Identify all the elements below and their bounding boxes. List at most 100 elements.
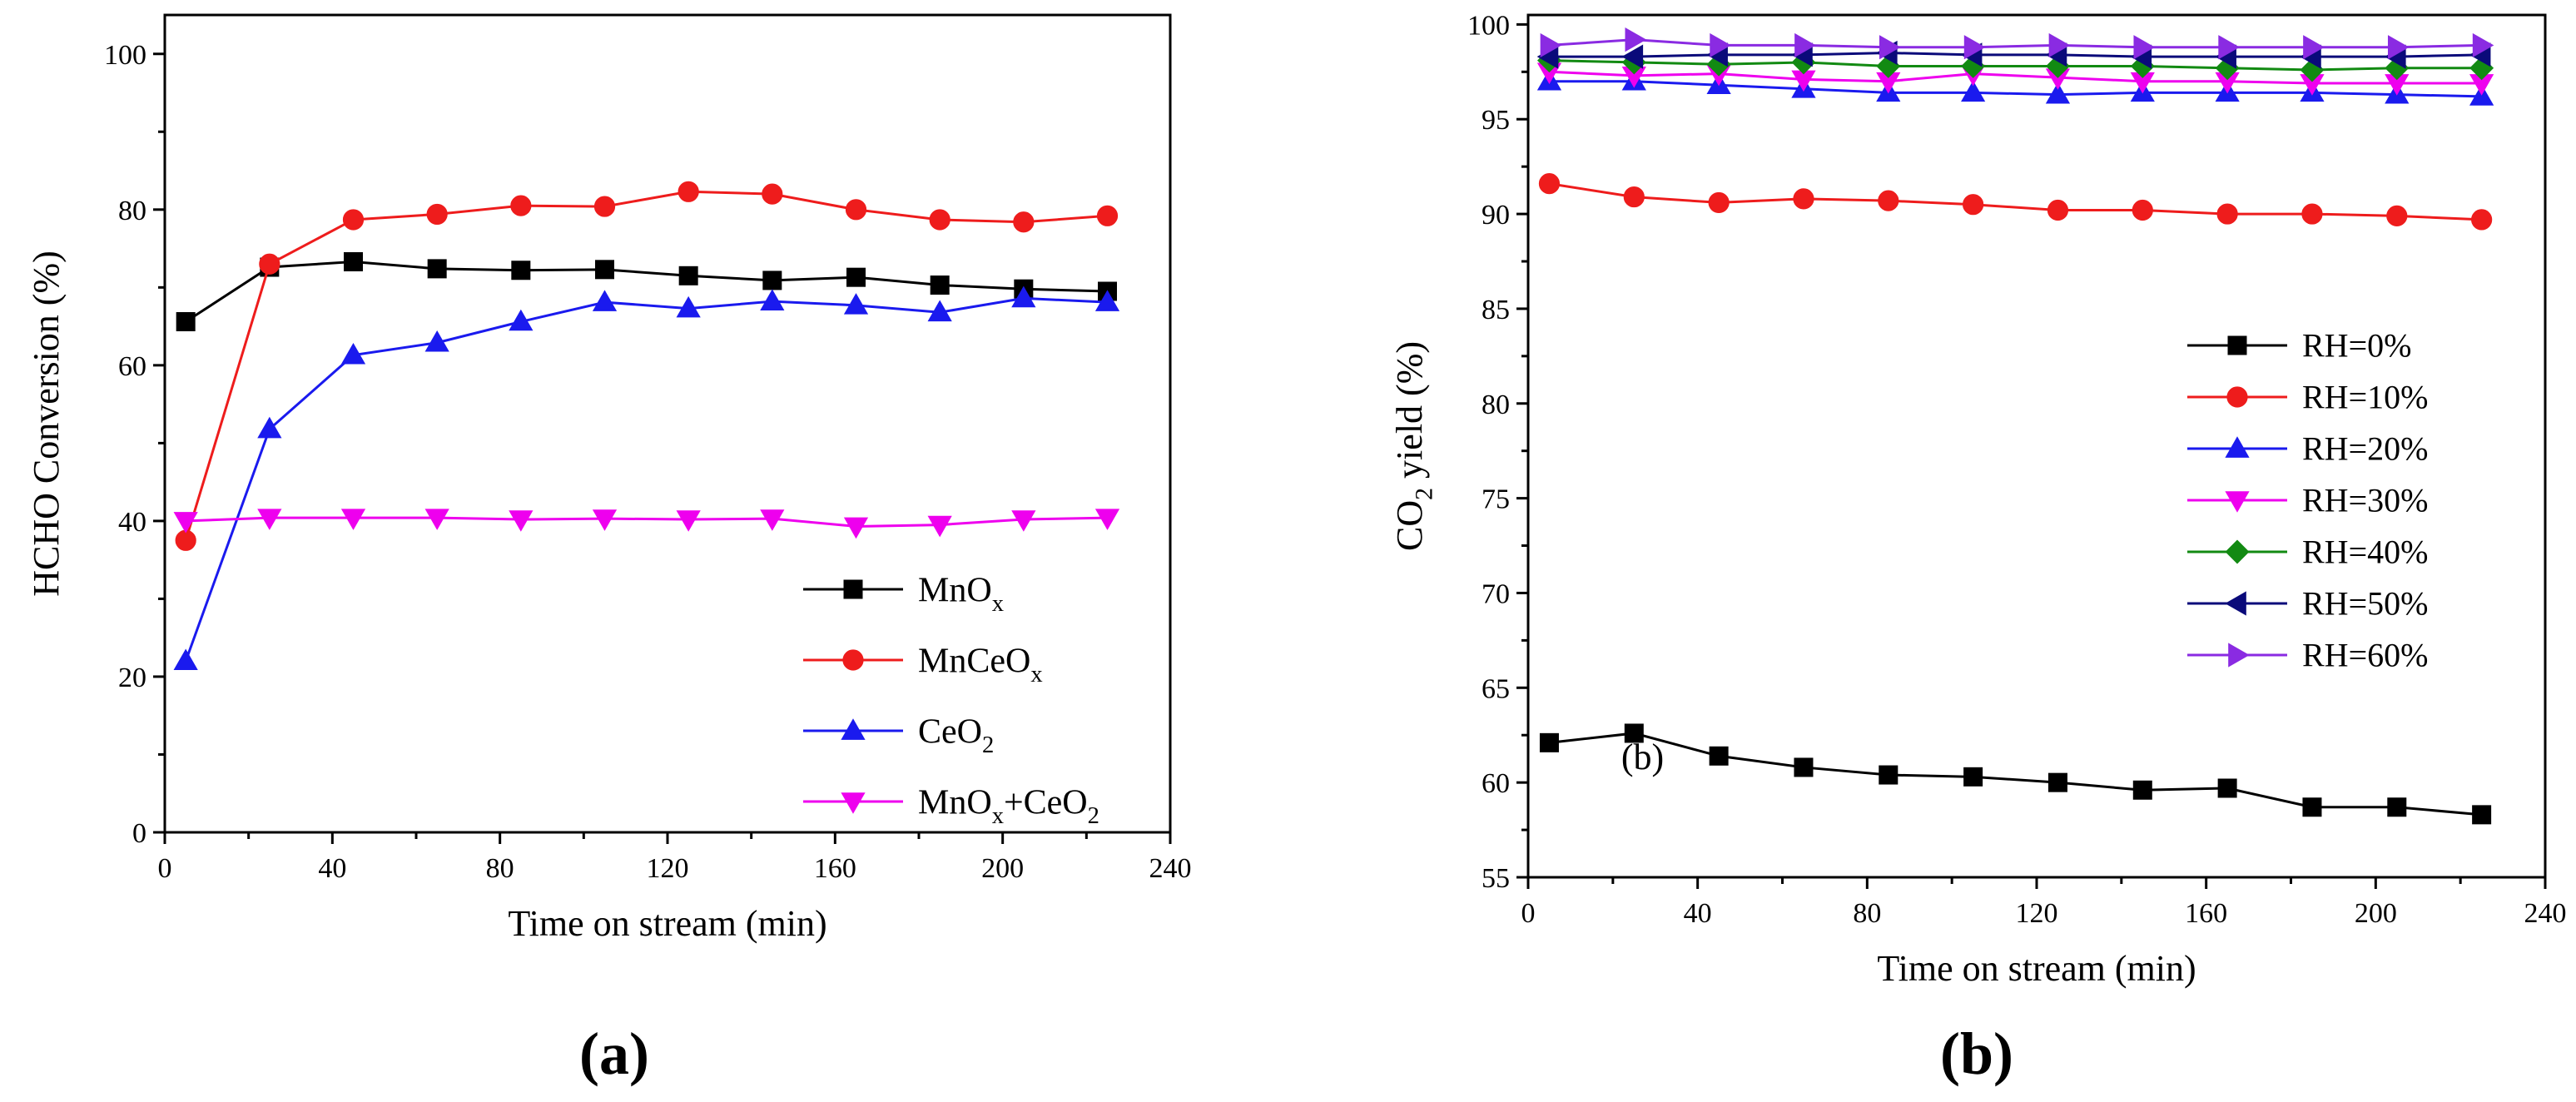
- data-point: [846, 267, 866, 287]
- series-line: [184, 296, 1108, 662]
- x-axis-label: Time on stream (min): [508, 903, 826, 944]
- legend-marker: [2225, 539, 2250, 564]
- legend-label: RH=20%: [2302, 430, 2428, 468]
- data-point: [1624, 723, 1644, 743]
- data-point: [592, 509, 618, 531]
- data-point: [427, 259, 447, 279]
- y-tick-label: 85: [1482, 295, 1510, 325]
- y-tick-label: 80: [118, 196, 146, 226]
- data-point: [511, 261, 531, 280]
- data-point: [173, 648, 198, 671]
- legend-marker: [2226, 386, 2248, 408]
- data-point: [676, 295, 701, 318]
- data-point: [2387, 35, 2410, 60]
- data-point: [426, 203, 448, 226]
- y-axis-label: CO2 yield (%): [1389, 341, 1437, 551]
- series-b-0: RH=0%: [1539, 327, 2492, 825]
- data-point: [175, 529, 196, 551]
- data-point: [2472, 32, 2494, 58]
- data-point: [340, 509, 366, 530]
- data-point: [927, 515, 952, 538]
- data-point: [2217, 778, 2237, 798]
- data-point: [342, 209, 365, 231]
- legend-label: MnCeOx: [918, 642, 1043, 688]
- x-tick-label: 160: [814, 853, 856, 884]
- data-point: [1794, 757, 1814, 777]
- x-tick-label: 80: [486, 853, 514, 884]
- data-point: [760, 509, 785, 531]
- y-tick-label: 65: [1482, 673, 1510, 704]
- data-point: [2132, 780, 2152, 800]
- y-tick-label: 60: [1482, 768, 1510, 799]
- y-tick-label: 20: [118, 663, 146, 693]
- series-b-1: RH=10%: [1538, 173, 2493, 416]
- data-point: [762, 183, 783, 205]
- series-b-6: RH=60%: [1540, 27, 2494, 674]
- data-point: [2216, 203, 2238, 225]
- data-point: [1961, 80, 1986, 102]
- data-point: [1878, 190, 1899, 211]
- data-point: [1011, 285, 1036, 308]
- x-tick-label: 200: [981, 853, 1024, 884]
- data-point: [176, 311, 196, 331]
- data-point: [1013, 211, 1035, 233]
- series-line: [1549, 38, 2482, 49]
- data-point: [1094, 509, 1120, 530]
- legend-label: MnOx+CeO2: [918, 783, 1099, 829]
- data-point: [1710, 32, 1731, 58]
- y-tick-label: 55: [1482, 863, 1510, 894]
- series-line: [1549, 59, 2482, 72]
- data-point: [2048, 32, 2071, 58]
- data-point: [509, 309, 534, 331]
- series-a-2: CeO2: [173, 285, 1120, 758]
- data-point: [1096, 205, 1119, 226]
- y-tick-label: 90: [1482, 200, 1510, 231]
- series-line: [1549, 70, 2482, 85]
- data-point: [2047, 199, 2069, 221]
- series-line: [1549, 732, 2482, 817]
- data-point: [1793, 188, 1814, 210]
- panel-b-caption: (b): [1940, 1020, 2013, 1087]
- data-point: [1794, 32, 1816, 58]
- panel-annotation: (b): [1621, 737, 1664, 777]
- legend-label: RH=60%: [2302, 637, 2428, 674]
- data-point: [2047, 772, 2067, 792]
- legend-marker: [2225, 491, 2250, 513]
- legend-marker: [2225, 591, 2246, 616]
- x-tick-label: 40: [318, 853, 346, 884]
- y-tick-label: 0: [132, 818, 146, 849]
- data-point: [843, 293, 869, 315]
- series-line: [1549, 80, 2482, 98]
- data-point: [929, 209, 950, 231]
- y-tick-label: 70: [1482, 578, 1510, 609]
- legend-marker: [2227, 335, 2247, 355]
- data-point: [2132, 199, 2153, 221]
- series-line: [185, 260, 1108, 323]
- data-point: [2386, 205, 2408, 226]
- data-point: [509, 510, 534, 532]
- x-tick-label: 240: [2524, 898, 2567, 929]
- data-point: [1011, 510, 1036, 532]
- x-tick-label: 80: [1853, 898, 1881, 929]
- data-point: [1094, 290, 1120, 311]
- x-tick-label: 120: [2016, 898, 2058, 929]
- series-b-3: RH=30%: [1536, 62, 2494, 519]
- data-point: [1963, 767, 1983, 787]
- data-point: [1708, 191, 1730, 214]
- x-tick-label: 120: [647, 853, 689, 884]
- x-tick-label: 0: [158, 853, 172, 884]
- data-point: [2218, 35, 2240, 60]
- legend-marker: [2225, 436, 2250, 458]
- legend-label: MnOx: [918, 571, 1004, 617]
- y-axis-label-group: HCHO Conversion (%): [26, 251, 67, 597]
- data-point: [593, 196, 616, 217]
- data-point: [2303, 35, 2325, 60]
- data-point: [2045, 82, 2071, 104]
- plot-frame-a: [163, 13, 1172, 834]
- y-tick-label: 100: [1467, 10, 1510, 41]
- chart-panel-b: 0 40 80 120 160 200 240 55 60 65 70 75 80 85 90 95 100 Ti…: [1389, 10, 2567, 989]
- data-point: [344, 251, 363, 271]
- x-tick-label: 200: [2355, 898, 2397, 929]
- data-point: [2301, 203, 2323, 225]
- data-point: [845, 199, 867, 221]
